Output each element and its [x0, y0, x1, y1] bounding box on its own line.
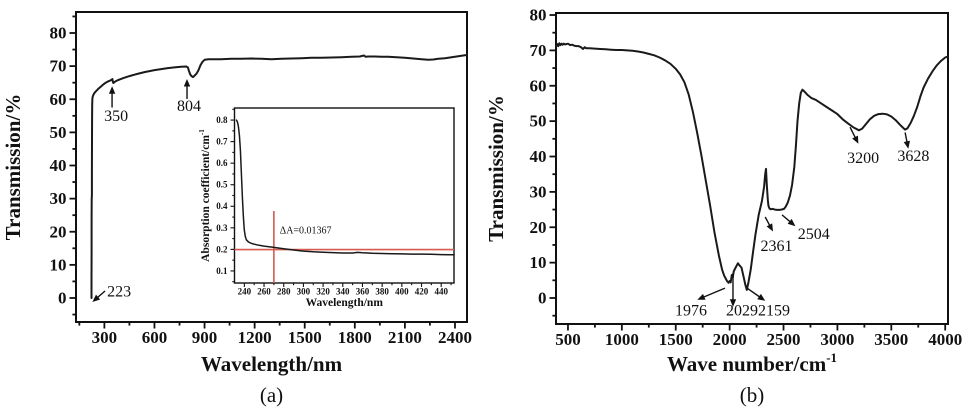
- x-tick-label: 600: [142, 328, 168, 347]
- absorption-coefficient-curve: [235, 119, 455, 256]
- y-tick-label: 0.1: [216, 266, 228, 276]
- annotation-2029: 2029: [726, 303, 758, 320]
- y-tick-label: 0.8: [216, 115, 228, 125]
- y-tick-label: 10: [530, 253, 547, 272]
- y-tick-label: 0: [58, 289, 67, 308]
- annotation-arrowhead: [729, 299, 737, 307]
- annotation-arrowhead: [787, 218, 796, 227]
- y-tick-label: 0.7: [216, 137, 228, 147]
- x-tick-label: 1500: [288, 328, 322, 347]
- y-tick-label: 80: [530, 6, 547, 25]
- panel-a-y-axis-label: Transmission/%: [1, 94, 25, 241]
- y-tick-label: 60: [530, 76, 547, 95]
- y-tick-label: 0: [538, 289, 547, 308]
- panel-b: 500 1000 1500 2000 2500 3000 3500 4000 0 10 20 30 40…: [484, 6, 962, 376]
- annotation-arrowhead: [92, 294, 101, 302]
- y-tick-label: 0.4: [216, 201, 228, 211]
- x-tick-label: 1500: [659, 330, 693, 349]
- panel-b-plot-box: [555, 12, 949, 325]
- x-tick-label: 1200: [238, 328, 272, 347]
- y-tick-label: 10: [50, 255, 67, 274]
- x-tick-label: 240: [238, 287, 252, 297]
- x-tick-label: 1000: [605, 330, 639, 349]
- y-tick-label: 0.5: [216, 180, 228, 190]
- panel-a-inset-y-axis-label: Absorption coefficient/cm-1: [198, 129, 212, 262]
- x-tick-label: 3000: [820, 330, 854, 349]
- panel-b-caption: (b): [739, 383, 765, 407]
- annotation-804: 804: [177, 98, 201, 115]
- annotation-223: 223: [107, 283, 131, 300]
- panel-a-inset-x-axis-label: Wavelength/nm: [306, 297, 384, 309]
- annotation-arrowhead: [183, 79, 191, 87]
- annotation-arrowhead: [108, 86, 116, 94]
- x-tick-label: 3500: [874, 330, 908, 349]
- annotation-350: 350: [104, 108, 128, 125]
- x-tick-label: 2400: [438, 328, 472, 347]
- x-tick-label: 2000: [713, 330, 747, 349]
- annotation-3200: 3200: [847, 150, 879, 167]
- y-tick-label: 0.2: [216, 244, 228, 254]
- ftir-spectrum: [555, 42, 949, 291]
- x-tick-label: 4000: [928, 330, 962, 349]
- x-tick-label: 300: [92, 328, 118, 347]
- x-tick-label: 280: [277, 287, 291, 297]
- panel-a-x-axis-label: Wavelength/nm: [201, 352, 343, 376]
- panel-a-inset: 240 260 280 300 320 340 360 380 400 420 440 0.1 0.2 0…: [198, 107, 455, 309]
- annotation-arrowhead: [697, 293, 706, 300]
- annotation-arrowhead: [766, 223, 773, 232]
- x-tick-label: 440: [434, 287, 448, 297]
- y-tick-label: 20: [50, 222, 67, 241]
- y-tick-label: 30: [50, 189, 67, 208]
- panel-a-inset-plot-box: [233, 107, 455, 284]
- x-tick-label: 400: [395, 287, 409, 297]
- annotation-2504: 2504: [798, 226, 830, 243]
- x-tick-label: 260: [257, 287, 271, 297]
- x-tick-label: 360: [356, 287, 370, 297]
- y-tick-label: 60: [50, 90, 67, 109]
- panel-b-y-axis-label: Transmission/%: [484, 95, 508, 242]
- y-tick-label: 20: [530, 218, 547, 237]
- x-tick-label: 2500: [767, 330, 801, 349]
- x-tick-label: 320: [316, 287, 330, 297]
- annotation-arrowhead: [903, 140, 910, 149]
- panel-b-x-axis-label: Wave number/cm-1: [667, 350, 837, 376]
- panel-a-caption: (a): [259, 383, 284, 407]
- y-tick-label: 40: [530, 147, 547, 166]
- annotation-arrowhead: [757, 293, 766, 301]
- y-tick-label: 50: [50, 123, 67, 142]
- annotation-1976: 1976: [675, 303, 707, 320]
- x-tick-label: 380: [375, 287, 389, 297]
- annotation-ΔA=0.01367: ΔA=0.01367: [280, 225, 332, 236]
- annotation-arrowhead: [852, 135, 859, 144]
- y-tick-label: 70: [530, 41, 547, 60]
- x-tick-label: 420: [415, 287, 429, 297]
- annotation-2159: 2159: [758, 303, 790, 320]
- x-tick-label: 1800: [338, 328, 372, 347]
- y-tick-label: 30: [530, 182, 547, 201]
- y-tick-label: 40: [50, 156, 67, 175]
- x-tick-label: 300: [297, 287, 311, 297]
- y-tick-label: 80: [50, 24, 67, 43]
- annotation-3628: 3628: [897, 148, 929, 165]
- y-tick-label: 0.3: [216, 223, 228, 233]
- y-tick-label: 50: [530, 112, 547, 131]
- x-tick-label: 900: [192, 328, 218, 347]
- x-tick-label: 340: [336, 287, 350, 297]
- y-tick-label: 70: [50, 57, 67, 76]
- x-tick-label: 2100: [388, 328, 422, 347]
- annotation-2361: 2361: [761, 238, 793, 255]
- y-tick-label: 0.6: [216, 158, 228, 168]
- annotation-arrow: [701, 287, 726, 299]
- transmission-spectrum: [90, 53, 468, 299]
- x-tick-label: 500: [555, 330, 581, 349]
